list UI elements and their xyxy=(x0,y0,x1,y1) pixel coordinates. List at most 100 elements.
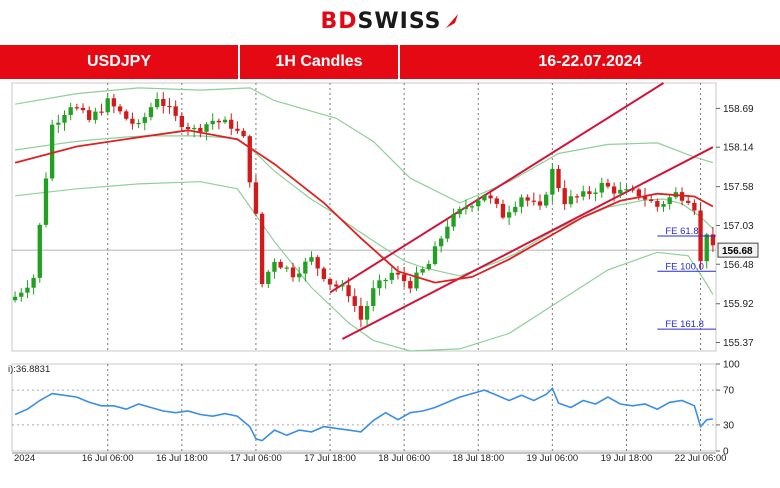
rsi-indicator-label: i):36.8831 xyxy=(8,364,50,375)
candle-body xyxy=(43,178,49,225)
candle-body xyxy=(624,189,629,191)
candle-body xyxy=(562,188,567,205)
x-tick-label: 19 Jul 06:00 xyxy=(526,453,578,464)
price-tick-label: 158.69 xyxy=(723,104,754,115)
chart-axes: 2024 16 Jul 06:00 16 Jul 18:00 17 Jul 06:00… xyxy=(12,104,759,464)
candle-body xyxy=(253,182,259,214)
candle-body xyxy=(130,118,135,124)
candle-body xyxy=(142,117,147,123)
candle-body xyxy=(655,201,660,207)
candle-body xyxy=(216,120,222,123)
candle-body xyxy=(389,272,394,280)
candle-body xyxy=(451,214,456,227)
x-tick-label: 18 Jul 06:00 xyxy=(378,453,430,464)
candle-body xyxy=(204,124,209,132)
candle-body xyxy=(550,168,555,195)
candle-body xyxy=(37,224,42,278)
chart-background xyxy=(0,79,780,488)
candle-body xyxy=(544,194,549,206)
candle-body xyxy=(296,273,302,278)
candle-body xyxy=(476,200,481,207)
candle-body xyxy=(414,272,419,289)
candle-body xyxy=(229,119,234,129)
candle-body xyxy=(62,114,67,123)
x-tick-label: 19 Jul 18:00 xyxy=(601,453,653,464)
candle-body xyxy=(247,136,252,183)
candle-body xyxy=(587,191,592,194)
rsi-tick-label: 70 xyxy=(723,386,735,397)
candle-body xyxy=(704,234,709,262)
candle-body xyxy=(525,197,530,201)
x-tick-label: 2024 xyxy=(14,453,35,464)
candle-body xyxy=(395,272,401,275)
candle-body xyxy=(303,261,308,274)
channel-upper-line xyxy=(329,82,665,294)
candle-body xyxy=(173,106,178,116)
candle-body xyxy=(408,281,413,289)
candle-body xyxy=(506,212,512,218)
candle-body xyxy=(605,182,611,187)
candle-body xyxy=(463,207,469,210)
candle-body xyxy=(235,128,240,131)
candle-body xyxy=(148,107,154,118)
candle-body xyxy=(692,202,697,211)
candle-body xyxy=(74,107,80,109)
candle-body xyxy=(161,98,166,106)
candle-body xyxy=(371,288,376,306)
candle-body xyxy=(80,107,86,111)
candle-body xyxy=(426,263,432,270)
candle-body xyxy=(469,206,475,208)
rsi-panel: 100 70 30 0 i):36.8831 xyxy=(8,360,740,458)
candle-body xyxy=(309,257,314,262)
candle-body xyxy=(401,274,407,282)
candle-body xyxy=(686,200,691,203)
price-tick-label: 155.92 xyxy=(723,299,754,310)
price-tick-label: 157.03 xyxy=(723,221,754,232)
candle-body xyxy=(272,261,277,272)
candle-body xyxy=(531,200,536,202)
price-tick-label: 156.48 xyxy=(723,260,754,271)
candle-body xyxy=(327,278,333,285)
candle-body xyxy=(500,203,506,218)
candle-body xyxy=(93,111,98,120)
candle-body xyxy=(117,106,123,112)
candle-body xyxy=(111,98,117,107)
period-label: 16-22.07.2024 xyxy=(538,53,642,70)
candle-body xyxy=(99,111,104,113)
candle-body xyxy=(537,201,543,206)
x-tick-label: 18 Jul 18:00 xyxy=(452,453,504,464)
rsi-tick-label: 100 xyxy=(723,360,740,371)
price-chart: FE 61.8 FE 100.0 FE 161.8 2024 16 Jul 06:00… xyxy=(0,79,780,488)
candle-body xyxy=(222,119,228,123)
candle-body xyxy=(340,285,345,287)
current-price-label: 156.68 xyxy=(722,246,753,257)
fib-level-label: FE 100.0 xyxy=(665,261,704,272)
candle-body xyxy=(488,195,493,199)
candle-body xyxy=(334,284,339,287)
candle-body xyxy=(210,120,215,125)
candle-body xyxy=(25,287,30,293)
rsi-panel-frame xyxy=(11,363,717,452)
rsi-tick-label: 0 xyxy=(723,447,729,458)
x-tick-label: 22 Jul 06:00 xyxy=(675,453,727,464)
candle-body xyxy=(278,261,283,268)
bollinger-lower-line xyxy=(15,181,714,352)
price-tick-label: 155.37 xyxy=(723,338,754,349)
rsi-line xyxy=(14,387,714,442)
candle-body xyxy=(346,285,351,297)
candle-body xyxy=(68,107,73,115)
logo-arrow-icon xyxy=(445,14,458,28)
candle-body xyxy=(49,124,55,179)
candle-body xyxy=(241,130,246,137)
candle-body xyxy=(556,168,561,189)
fib-level-label: FE 161.8 xyxy=(665,319,704,330)
symbol-label: USDJPY xyxy=(0,45,240,79)
candle-body xyxy=(19,292,24,297)
candle-body xyxy=(432,246,438,264)
candle-body xyxy=(482,195,487,201)
candle-body xyxy=(574,196,580,198)
candle-body xyxy=(364,305,370,320)
candle-body xyxy=(124,111,129,119)
channel-lower-line xyxy=(341,146,714,340)
candle-body xyxy=(445,226,450,239)
